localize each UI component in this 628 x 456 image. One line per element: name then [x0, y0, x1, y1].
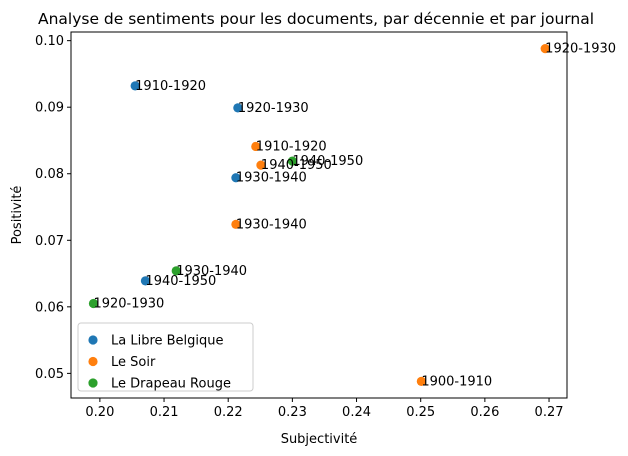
data-point [540, 44, 550, 54]
point-label: 1900-1910 [421, 374, 492, 389]
x-axis-label: Subjectivité [281, 432, 358, 447]
x-tick-label: 0.23 [278, 405, 307, 420]
legend-marker [88, 378, 98, 388]
point-label: 1940-1950 [292, 154, 363, 169]
y-axis-label: Positivité [10, 186, 25, 245]
data-point [233, 103, 243, 113]
plot-area: 0.20 0.21 0.22 0.23 0.24 0.25 0.26 0.27 0.050.0… [35, 31, 616, 420]
point-label: 1930-1940 [176, 264, 247, 279]
point-label: 1920-1930 [93, 297, 164, 312]
data-point [130, 81, 140, 91]
x-tick-label: 0.22 [214, 405, 243, 420]
legend-entry: La Libre Belgique [111, 334, 224, 349]
point-label: 1910-1920 [135, 79, 206, 94]
legend-box [77, 322, 254, 392]
y-tick-label: 0.08 [35, 167, 64, 182]
point-label: 1920-1930 [545, 42, 616, 57]
legend-entry: Le Soir [111, 355, 156, 370]
point-label: 1920-1930 [238, 101, 309, 116]
y-tick-label: 0.07 [35, 234, 64, 249]
y-tick-label: 0.10 [35, 34, 64, 49]
x-tick-label: 0.26 [470, 405, 499, 420]
legend-entry: Le Drapeau Rouge [111, 377, 231, 392]
x-tick-label: 0.24 [342, 405, 371, 420]
data-point [88, 298, 99, 309]
chart-title: Analyse de sentiments pour les documents… [38, 10, 594, 28]
point-label: 1940-1950 [145, 274, 216, 289]
x-tick-label: 0.20 [85, 405, 114, 420]
data-point [171, 266, 181, 276]
y-tick-label: 0.05 [35, 367, 64, 382]
plot-frame [70, 31, 568, 399]
x-tick-label: 0.25 [406, 405, 435, 420]
data-point [416, 376, 426, 386]
point-label: 1930-1940 [236, 217, 307, 232]
point-labels: 1910-19201920-19301930-19401940-19501920… [93, 42, 616, 390]
x-axis: 0.20 0.21 0.22 0.23 0.24 0.25 0.26 0.27 [85, 398, 564, 420]
data-point [256, 160, 266, 170]
y-axis: 0.05 0.06 0.07 0.08 0.09 0.10 [35, 34, 71, 382]
data-point [251, 141, 261, 152]
data-point [140, 276, 151, 286]
data-point [287, 156, 297, 166]
legend-marker [88, 335, 98, 345]
data-point [231, 219, 241, 229]
point-label: 1910-1920 [256, 139, 327, 154]
data-point [231, 173, 241, 183]
data-points [88, 44, 550, 386]
y-tick-label: 0.09 [35, 101, 64, 116]
y-tick-label: 0.06 [35, 300, 64, 315]
x-tick-label: 0.21 [150, 405, 179, 420]
legend: La Libre Belgique Le Soir Le Drapeau Rouge [77, 322, 254, 392]
x-tick-label: 0.27 [535, 405, 564, 420]
point-label: 1930-1940 [236, 171, 307, 186]
point-label: 1940-1950 [261, 158, 332, 173]
legend-marker [88, 356, 98, 367]
